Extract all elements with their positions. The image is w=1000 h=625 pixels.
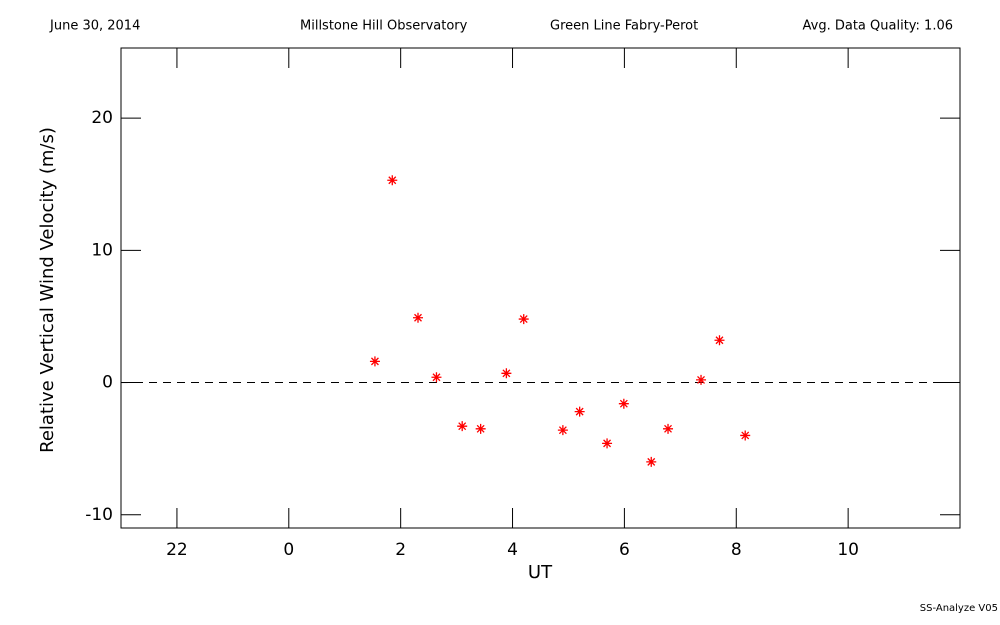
data-point (646, 456, 657, 467)
y-tick-label: 0 (102, 373, 113, 393)
data-point (740, 430, 751, 441)
x-axis-label: UT (528, 562, 553, 583)
data-point (387, 175, 398, 186)
data-point (663, 423, 674, 434)
x-tick-label: 6 (619, 540, 630, 560)
data-point (369, 356, 380, 367)
data-point (518, 314, 529, 325)
data-point (557, 425, 568, 436)
data-point (618, 398, 629, 409)
y-tick-label: 20 (91, 108, 113, 128)
x-tick-label: 4 (507, 540, 518, 560)
x-tick-label: 2 (395, 540, 406, 560)
data-point (574, 406, 585, 417)
x-tick-label: 22 (166, 540, 188, 560)
data-point (413, 312, 424, 323)
data-point (602, 438, 613, 449)
x-tick-label: 8 (731, 540, 742, 560)
x-tick-label: 0 (283, 540, 294, 560)
data-point (714, 335, 725, 346)
data-point (475, 423, 486, 434)
data-point (457, 421, 468, 432)
data-point (501, 368, 512, 379)
y-tick-label: 10 (91, 240, 113, 260)
footer: SS-Analyze V05 (920, 603, 998, 614)
instrument: Green Line Fabry-Perot (550, 19, 698, 34)
observatory: Millstone Hill Observatory (300, 19, 468, 34)
data-quality: Avg. Data Quality: 1.06 (803, 19, 953, 34)
plot-frame (120, 47, 961, 529)
data-point (696, 374, 707, 385)
x-tick-label: 10 (837, 540, 859, 560)
y-axis-label: Relative Vertical Wind Velocity (m/s) (37, 127, 58, 453)
date: June 30, 2014 (49, 19, 140, 34)
data-point (431, 372, 442, 383)
y-tick-label: -10 (85, 505, 113, 525)
